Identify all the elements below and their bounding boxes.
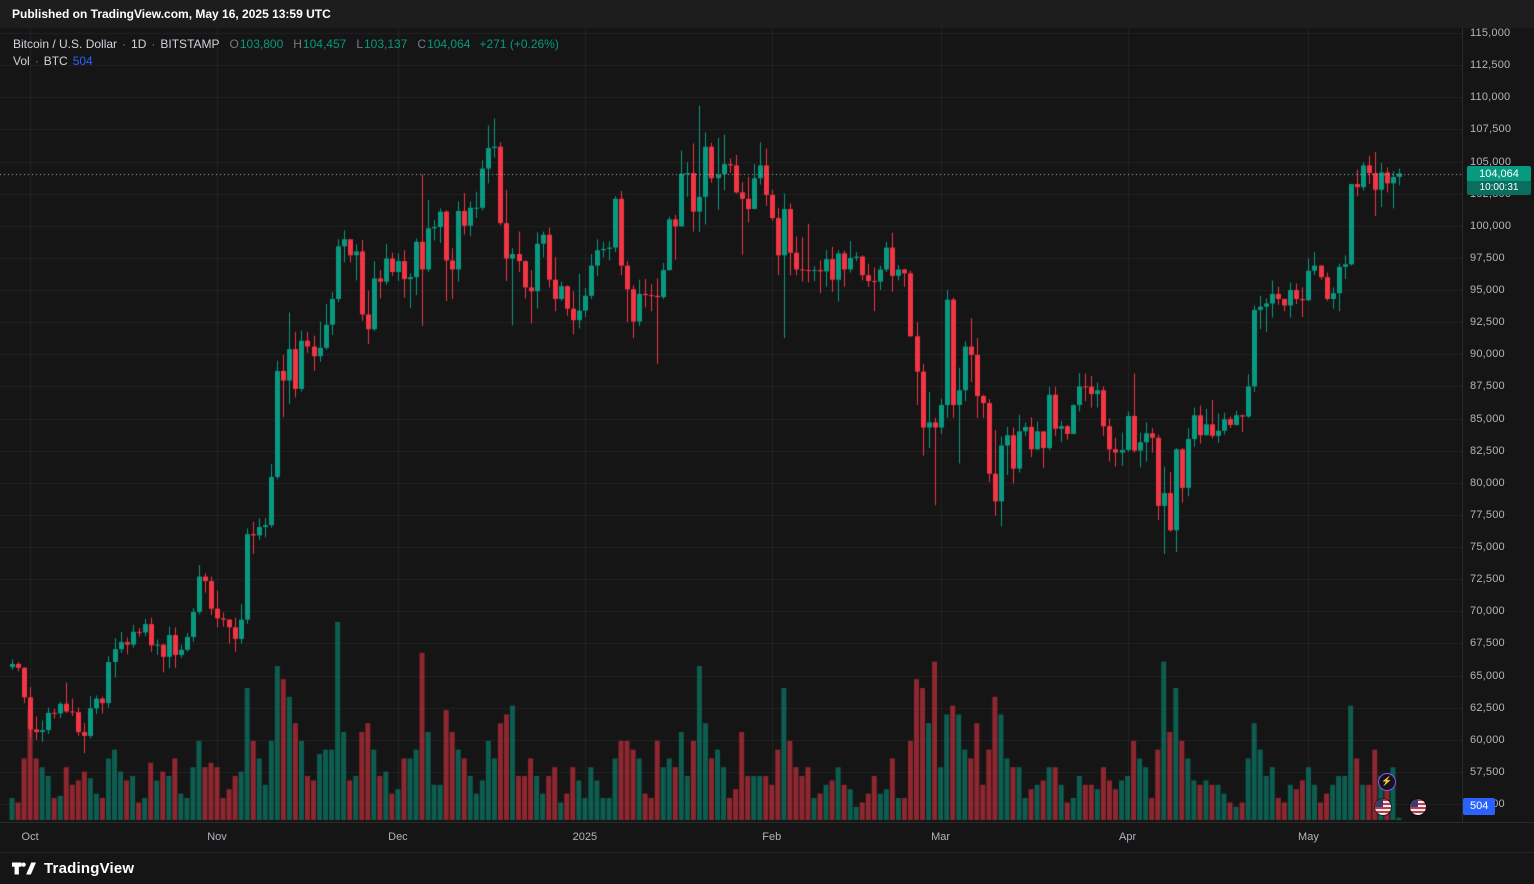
lightning-icon[interactable]: ⚡ (1378, 773, 1396, 791)
footer-brand[interactable]: TradingView (44, 860, 135, 877)
chart-legend: Bitcoin / U.S. Dollar · 1D · BITSTAMP O … (13, 35, 564, 69)
candlestick-canvas[interactable] (0, 28, 1462, 822)
price-tick-label: 75,000 (1470, 541, 1505, 553)
volume-axis-badge: 504 (1463, 798, 1496, 815)
price-tick-label: 70,000 (1470, 605, 1505, 618)
price-tick-label: 97,500 (1470, 251, 1505, 264)
close-label: C (417, 36, 427, 51)
published-text: Published on TradingView.com, May 16, 20… (12, 7, 331, 21)
volume-label: Vol (13, 53, 30, 68)
price-tick-label: 115,000 (1470, 27, 1511, 40)
price-tick-label: 67,500 (1470, 637, 1505, 650)
current-price-badge: 104,064 10:00:31 (1467, 165, 1531, 195)
price-tick-label: 95,000 (1470, 284, 1505, 296)
us-flag-event-icon[interactable] (1375, 799, 1391, 815)
time-tick-label: May (1298, 831, 1319, 843)
time-tick-label: Oct (21, 831, 39, 843)
volume-row: Vol · BTC 504 (13, 52, 564, 69)
time-tick-label: Feb (762, 831, 782, 843)
published-bar: Published on TradingView.com, May 16, 20… (0, 0, 1534, 28)
price-tick-label: 77,500 (1470, 508, 1505, 521)
close-value: 104,064 (427, 36, 471, 51)
change-value: +271 (+0.26%) (479, 36, 559, 51)
price-tick-label: 60,000 (1470, 733, 1505, 746)
price-tick-label: 112,500 (1470, 59, 1511, 72)
price-axis[interactable]: 104,064 10:00:31 504 115,000 112,500 110,0… (1462, 27, 1534, 822)
volume-value: 504 (72, 53, 93, 68)
bar-countdown: 10:00:31 (1467, 180, 1531, 195)
open-value: 103,800 (239, 36, 284, 51)
price-tick-label: 57,500 (1470, 765, 1505, 778)
time-tick-label: Nov (207, 831, 227, 843)
time-tick-label: Dec (388, 831, 408, 843)
price-tick-label: 62,500 (1470, 701, 1505, 714)
high-label: H (293, 36, 302, 51)
high-value: 104,457 (302, 36, 347, 51)
low-label: L (356, 36, 363, 51)
price-tick-label: 100,000 (1470, 219, 1512, 232)
footer-bar: TradingView (0, 852, 1534, 884)
volume-unit: BTC (43, 53, 68, 68)
symbol-title[interactable]: Bitcoin / U.S. Dollar (13, 36, 118, 51)
open-label: O (229, 36, 239, 51)
separator: · (34, 53, 39, 68)
price-tick-label: 80,000 (1470, 476, 1505, 489)
price-tick-label: 105,000 (1470, 155, 1512, 168)
time-axis[interactable]: Oct Nov Dec 2025 Feb Mar Apr May (0, 822, 1534, 852)
time-tick-label: 2025 (572, 831, 598, 843)
symbol-row: Bitcoin / U.S. Dollar · 1D · BITSTAMP O … (13, 35, 564, 52)
price-tick-label: 82,500 (1470, 444, 1505, 457)
chart-container[interactable]: Bitcoin / U.S. Dollar · 1D · BITSTAMP O … (0, 27, 1534, 852)
price-tick-label: 107,500 (1470, 123, 1512, 136)
separator: · (151, 36, 156, 51)
price-tick-label: 72,500 (1470, 573, 1505, 586)
low-value: 103,137 (364, 36, 408, 51)
time-tick-label: Mar (931, 831, 951, 843)
time-tick-label: Apr (1118, 831, 1137, 843)
current-price-value: 104,064 (1467, 165, 1531, 181)
tradingview-logo-icon[interactable] (12, 862, 36, 875)
price-tick-label: 92,500 (1470, 316, 1505, 329)
interval-label[interactable]: 1D (131, 36, 147, 51)
price-tick-label: 85,000 (1470, 412, 1505, 425)
price-tick-label: 87,500 (1470, 380, 1505, 393)
separator: · (122, 36, 127, 51)
price-tick-label: 90,000 (1470, 348, 1505, 361)
us-flag-event-icon[interactable] (1410, 799, 1426, 815)
price-tick-label: 65,000 (1470, 669, 1505, 682)
price-tick-label: 110,000 (1470, 91, 1511, 104)
exchange-label: BITSTAMP (160, 36, 220, 51)
